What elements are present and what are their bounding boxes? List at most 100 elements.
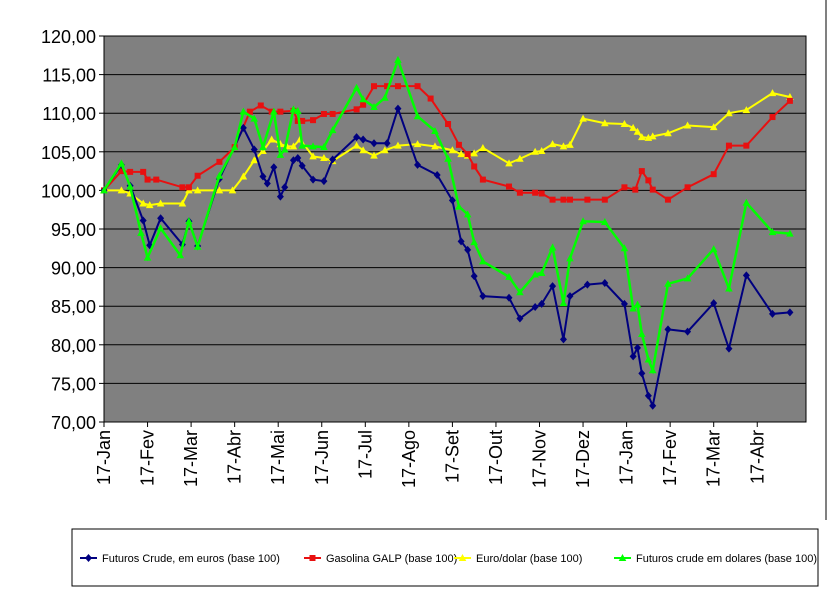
data-point [414, 160, 422, 169]
data-point [250, 156, 259, 164]
data-point [394, 83, 401, 90]
data-point [276, 150, 285, 158]
x-tick-label: 17-Jul [355, 430, 375, 479]
data-point [239, 172, 248, 180]
data-point [559, 142, 568, 150]
data-point [153, 176, 160, 183]
x-tick-label: 17-Out [486, 430, 506, 485]
data-point [516, 154, 524, 162]
legend-entry: Euro/dolar (base 100) [454, 553, 582, 565]
data-point [457, 237, 465, 246]
data-point [185, 184, 192, 191]
x-tick-label: 17-Mar [181, 430, 201, 487]
data-point [140, 168, 147, 175]
data-point [538, 299, 546, 308]
data-point [144, 176, 151, 183]
data-point [298, 161, 306, 170]
data-point [445, 121, 452, 128]
data-point [786, 229, 794, 237]
y-tick-label: 75,00 [51, 374, 96, 394]
legend-label: Euro/dolar (base 100) [476, 553, 582, 565]
data-point [277, 108, 284, 115]
data-point [280, 145, 289, 153]
data-point [457, 150, 465, 158]
data-point [117, 159, 126, 167]
data-point [566, 254, 574, 262]
x-tick-label: 17-Jan [94, 430, 114, 485]
data-point [683, 274, 692, 282]
data-point [250, 114, 259, 122]
x-tick-label: 17-Fev [138, 430, 158, 486]
data-point [648, 132, 657, 140]
data-point [638, 133, 646, 141]
data-point [505, 272, 513, 280]
y-tick-label: 80,00 [51, 336, 96, 356]
series-2 [100, 89, 794, 209]
data-point [516, 189, 523, 196]
data-point [620, 244, 629, 252]
x-tick-label: 17-Mar [704, 430, 724, 487]
data-point [320, 177, 328, 186]
data-point [464, 151, 471, 158]
data-point [294, 153, 302, 162]
data-point [298, 141, 306, 149]
legend-box [71, 528, 819, 587]
data-point [156, 224, 165, 232]
x-tick-label: 17-Dez [573, 430, 593, 488]
data-point [309, 142, 317, 150]
data-point [215, 186, 224, 194]
data-point [193, 186, 202, 194]
data-point [645, 177, 652, 184]
data-point [228, 186, 237, 194]
data-point [216, 158, 223, 165]
data-point [531, 270, 539, 278]
data-point [263, 179, 271, 188]
data-point [633, 300, 642, 308]
data-point [684, 327, 692, 336]
y-tick-label: 85,00 [51, 297, 96, 317]
data-point [431, 142, 439, 150]
data-point [143, 253, 152, 261]
data-point [769, 114, 776, 121]
data-point [139, 216, 147, 225]
data-point [768, 89, 777, 97]
data-point [633, 343, 641, 352]
data-point [455, 141, 462, 148]
data-point [127, 168, 134, 175]
data-point [370, 103, 378, 111]
data-point [664, 129, 672, 137]
y-tick-label: 105,00 [41, 143, 96, 163]
data-point [117, 186, 126, 194]
y-tick-label: 120,00 [41, 27, 96, 47]
data-point [479, 176, 486, 183]
data-point [579, 114, 587, 122]
data-point [620, 120, 629, 128]
series-layer [100, 55, 794, 410]
data-point [548, 140, 557, 148]
data-point [479, 257, 487, 265]
data-point [601, 218, 609, 226]
legend-entry: Futuros Crude, em euros (base 100) [80, 553, 280, 565]
x-tick-label: 17-Ago [399, 430, 419, 488]
data-point [329, 110, 336, 117]
data-point [320, 153, 328, 161]
data-point [359, 146, 367, 154]
data-point [725, 109, 733, 117]
legend-entry: Futuros crude em dolares (base 100) [614, 553, 817, 565]
data-point [259, 172, 267, 181]
data-point [352, 83, 361, 91]
data-point [293, 106, 302, 114]
data-point [178, 199, 187, 207]
data-point [559, 335, 567, 344]
data-point [725, 142, 732, 149]
data-point [289, 142, 298, 150]
data-point [768, 228, 777, 236]
data-point [353, 106, 360, 113]
data-point [638, 329, 646, 337]
data-point [281, 183, 289, 192]
data-point [471, 163, 478, 170]
data-point [537, 147, 546, 155]
x-axis-ticks: 17-Jan 17-Fev 17-Mar 17-Abr 17-Mai 17-Jun 17-J… [94, 421, 806, 488]
data-point [629, 123, 637, 131]
